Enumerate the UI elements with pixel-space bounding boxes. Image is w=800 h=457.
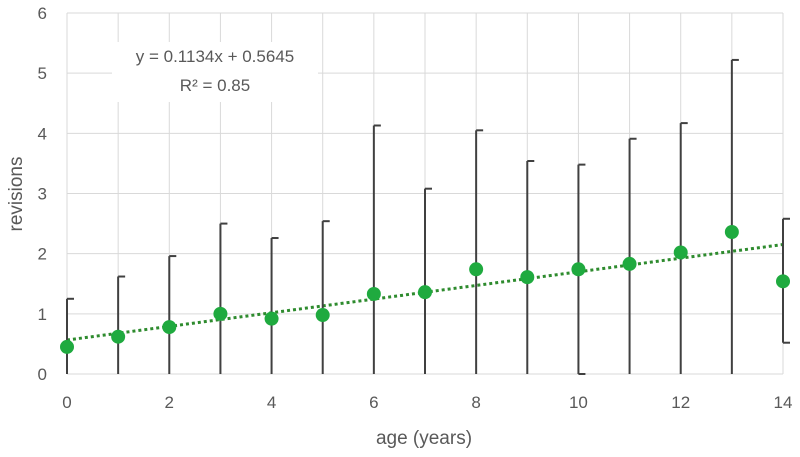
y-tick-label: 2 xyxy=(38,245,47,264)
data-point xyxy=(776,274,790,289)
data-point xyxy=(724,225,739,240)
x-tick-label: 8 xyxy=(471,393,480,412)
x-tick-label: 6 xyxy=(369,393,378,412)
y-tick-label: 4 xyxy=(38,124,47,143)
y-tick-label: 6 xyxy=(38,4,47,23)
data-point xyxy=(264,311,279,326)
y-axis-title: revisions xyxy=(6,157,27,232)
y-tick-label: 1 xyxy=(38,305,47,324)
x-tick-label: 4 xyxy=(267,393,276,412)
x-tick-label: 14 xyxy=(774,393,793,412)
data-point xyxy=(673,245,688,260)
y-tick-label: 3 xyxy=(38,185,47,204)
data-point xyxy=(366,286,381,301)
data-point xyxy=(213,306,228,321)
data-point xyxy=(111,329,126,344)
x-tick-label: 12 xyxy=(671,393,690,412)
data-points xyxy=(60,225,790,354)
trendline-equation-box: y = 0.1134x + 0.5645 R² = 0.85 xyxy=(112,42,318,102)
data-point xyxy=(418,285,432,300)
trendline-equation: y = 0.1134x + 0.5645 xyxy=(136,47,294,66)
data-point xyxy=(162,320,177,335)
data-point xyxy=(315,308,330,323)
y-tick-label: 0 xyxy=(38,365,47,384)
data-point xyxy=(520,270,535,285)
equation-background xyxy=(112,42,318,102)
data-point xyxy=(60,339,74,354)
data-point xyxy=(469,262,484,277)
data-point xyxy=(571,262,586,277)
r-squared-label: R² = 0.85 xyxy=(180,76,250,95)
x-tick-label: 0 xyxy=(62,393,71,412)
error-bars xyxy=(66,58,790,375)
x-tick-label: 2 xyxy=(165,393,174,412)
x-tick-label: 10 xyxy=(569,393,588,412)
y-tick-label: 5 xyxy=(38,64,47,83)
data-point xyxy=(622,256,637,271)
x-axis-title: age (years) xyxy=(376,428,472,449)
